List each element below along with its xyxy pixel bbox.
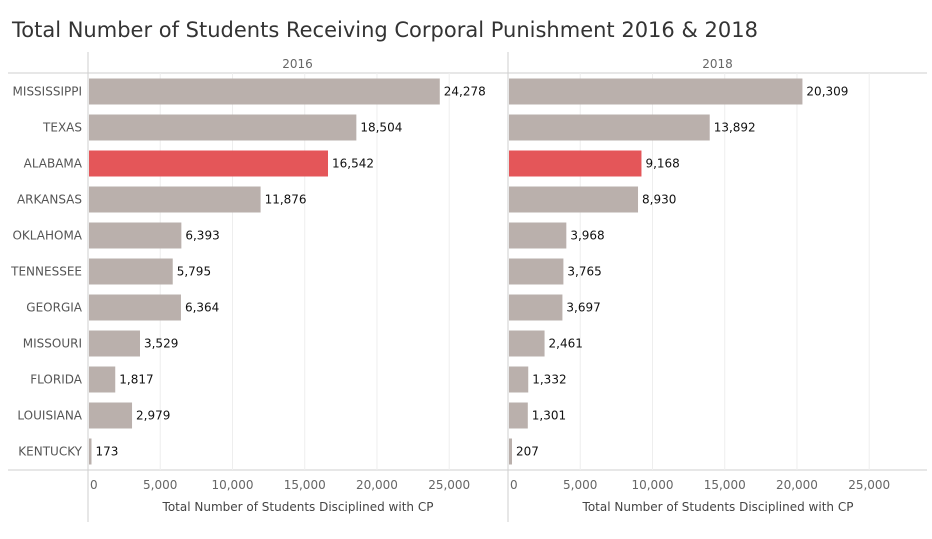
value-label-2016-mississippi: 24,278 (444, 85, 486, 99)
category-label-florida: FLORIDA (30, 373, 83, 387)
category-label-kentucky: KENTUCKY (18, 445, 82, 459)
bar-2018-louisiana[interactable] (509, 402, 528, 429)
chart-title: Total Number of Students Receiving Corpo… (12, 18, 758, 42)
bar-2018-georgia[interactable] (509, 294, 563, 321)
category-label-missouri: MISSOURI (23, 337, 82, 351)
category-label-mississippi: MISSISSIPPI (13, 85, 82, 99)
x-axis-title-2018: Total Number of Students Disciplined wit… (582, 500, 854, 514)
category-label-arkansas: ARKANSAS (17, 193, 82, 207)
bar-2018-kentucky[interactable] (509, 438, 512, 465)
bar-2016-texas[interactable] (89, 114, 357, 141)
value-label-2016-florida: 1,817 (119, 373, 153, 387)
value-label-2016-tennessee: 5,795 (177, 265, 211, 279)
bar-2016-tennessee[interactable] (89, 258, 173, 285)
bar-2016-missouri[interactable] (89, 330, 140, 357)
bar-2016-arkansas[interactable] (89, 186, 261, 213)
category-label-georgia: GEORGIA (26, 301, 83, 315)
bar-2016-georgia[interactable] (89, 294, 181, 321)
panel-title-2018: 2018 (702, 57, 733, 71)
value-label-2018-missouri: 2,461 (549, 337, 583, 351)
bar-2016-alabama[interactable] (89, 150, 329, 177)
value-label-2016-georgia: 6,364 (185, 301, 219, 315)
category-label-alabama: ALABAMA (24, 157, 83, 171)
value-label-2016-kentucky: 173 (95, 445, 118, 459)
tick-label-2016-25000: 25,000 (428, 478, 470, 492)
bar-2018-oklahoma[interactable] (509, 222, 567, 249)
category-label-tennessee: TENNESSEE (10, 265, 82, 279)
x-axis-title-2016: Total Number of Students Disciplined wit… (162, 500, 434, 514)
category-label-louisiana: LOUISIANA (17, 409, 82, 423)
tick-label-2018-5000: 5,000 (563, 478, 597, 492)
category-label-texas: TEXAS (42, 121, 82, 135)
value-label-2016-arkansas: 11,876 (265, 193, 307, 207)
tick-label-2018-25000: 25,000 (848, 478, 890, 492)
value-label-2016-alabama: 16,542 (332, 157, 374, 171)
bar-2018-alabama[interactable] (509, 150, 642, 177)
bar-2016-mississippi[interactable] (89, 78, 440, 105)
tick-label-2018-15000: 15,000 (704, 478, 746, 492)
bar-2018-florida[interactable] (509, 366, 529, 393)
bar-2018-arkansas[interactable] (509, 186, 639, 213)
value-label-2016-louisiana: 2,979 (136, 409, 170, 423)
value-label-2016-texas: 18,504 (360, 121, 402, 135)
value-label-2018-florida: 1,332 (532, 373, 566, 387)
value-label-2018-arkansas: 8,930 (642, 193, 676, 207)
bar-2016-florida[interactable] (89, 366, 116, 393)
value-label-2018-tennessee: 3,765 (567, 265, 601, 279)
value-label-2018-texas: 13,892 (714, 121, 756, 135)
tick-label-2016-15000: 15,000 (284, 478, 326, 492)
value-label-2018-mississippi: 20,309 (806, 85, 848, 99)
tick-label-2018-0: 0 (510, 478, 518, 492)
tick-label-2016-5000: 5,000 (143, 478, 177, 492)
value-label-2018-kentucky: 207 (516, 445, 539, 459)
value-label-2016-missouri: 3,529 (144, 337, 178, 351)
bar-2018-mississippi[interactable] (509, 78, 803, 105)
bar-2018-missouri[interactable] (509, 330, 545, 357)
tick-label-2018-10000: 10,000 (631, 478, 673, 492)
bar-2016-louisiana[interactable] (89, 402, 133, 429)
value-label-2018-oklahoma: 3,968 (570, 229, 604, 243)
value-label-2018-alabama: 9,168 (645, 157, 679, 171)
value-label-2018-georgia: 3,697 (566, 301, 600, 315)
tick-label-2016-0: 0 (90, 478, 98, 492)
panel-title-2016: 2016 (282, 57, 313, 71)
bar-2016-oklahoma[interactable] (89, 222, 182, 249)
tick-label-2016-20000: 20,000 (356, 478, 398, 492)
bar-2016-kentucky[interactable] (89, 438, 92, 465)
bar-2018-texas[interactable] (509, 114, 710, 141)
value-label-2016-oklahoma: 6,393 (185, 229, 219, 243)
bar-2018-tennessee[interactable] (509, 258, 564, 285)
value-label-2018-louisiana: 1,301 (532, 409, 566, 423)
tick-label-2016-10000: 10,000 (211, 478, 253, 492)
category-label-oklahoma: OKLAHOMA (12, 229, 82, 243)
tick-label-2018-20000: 20,000 (776, 478, 818, 492)
